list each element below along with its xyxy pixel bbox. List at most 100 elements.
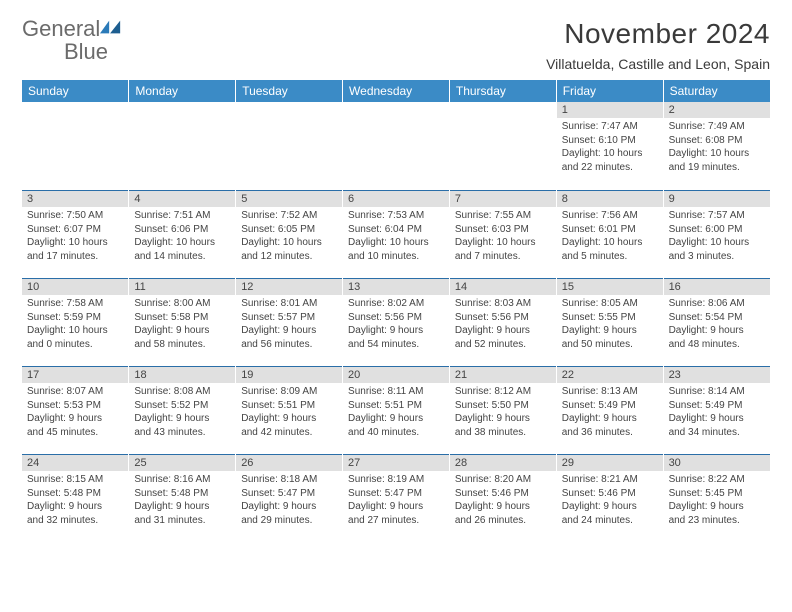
day-info-line: Sunrise: 8:21 AM (562, 473, 658, 487)
calendar-cell: 11Sunrise: 8:00 AMSunset: 5:58 PMDayligh… (129, 278, 236, 366)
calendar-cell: 29Sunrise: 8:21 AMSunset: 5:46 PMDayligh… (556, 454, 663, 542)
day-info-line: Sunset: 5:45 PM (669, 487, 765, 501)
calendar-cell: 16Sunrise: 8:06 AMSunset: 5:54 PMDayligh… (663, 278, 770, 366)
day-info-line: and 38 minutes. (455, 426, 551, 440)
calendar-body: 1Sunrise: 7:47 AMSunset: 6:10 PMDaylight… (22, 102, 770, 542)
day-number: 29 (557, 454, 663, 471)
day-info-line: and 45 minutes. (27, 426, 123, 440)
day-info-line: Sunrise: 8:18 AM (241, 473, 337, 487)
day-info-line: Daylight: 10 hours (27, 236, 123, 250)
day-info: Sunrise: 8:03 AMSunset: 5:56 PMDaylight:… (450, 295, 556, 355)
day-info-line: Sunset: 5:58 PM (134, 311, 230, 325)
day-info-line: Sunset: 6:10 PM (562, 134, 658, 148)
day-info-line: and 58 minutes. (134, 338, 230, 352)
day-info-line: Sunrise: 8:03 AM (455, 297, 551, 311)
day-number: 27 (343, 454, 449, 471)
day-info-line: and 31 minutes. (134, 514, 230, 528)
day-info-line: Daylight: 10 hours (669, 236, 765, 250)
day-info: Sunrise: 7:52 AMSunset: 6:05 PMDaylight:… (236, 207, 342, 267)
day-info-line: Daylight: 9 hours (348, 324, 444, 338)
day-info: Sunrise: 7:49 AMSunset: 6:08 PMDaylight:… (664, 118, 770, 178)
day-info-line: Sunrise: 7:52 AM (241, 209, 337, 223)
calendar-table: SundayMondayTuesdayWednesdayThursdayFrid… (22, 80, 770, 542)
day-info-line: and 34 minutes. (669, 426, 765, 440)
day-info-line: Daylight: 9 hours (455, 412, 551, 426)
calendar-cell: 22Sunrise: 8:13 AMSunset: 5:49 PMDayligh… (556, 366, 663, 454)
day-info-line: Daylight: 10 hours (241, 236, 337, 250)
day-info: Sunrise: 8:13 AMSunset: 5:49 PMDaylight:… (557, 383, 663, 443)
day-info: Sunrise: 7:57 AMSunset: 6:00 PMDaylight:… (664, 207, 770, 267)
day-info-line: and 29 minutes. (241, 514, 337, 528)
day-info-line: and 22 minutes. (562, 161, 658, 175)
day-info-line: and 26 minutes. (455, 514, 551, 528)
day-info-line: and 19 minutes. (669, 161, 765, 175)
calendar-cell: 2Sunrise: 7:49 AMSunset: 6:08 PMDaylight… (663, 102, 770, 190)
day-info-line: Daylight: 9 hours (241, 500, 337, 514)
day-number: 30 (664, 454, 770, 471)
calendar-cell: 13Sunrise: 8:02 AMSunset: 5:56 PMDayligh… (343, 278, 450, 366)
page-title: November 2024 (546, 18, 770, 50)
day-info-line: Daylight: 9 hours (455, 500, 551, 514)
day-info-line: and 40 minutes. (348, 426, 444, 440)
calendar-row: 24Sunrise: 8:15 AMSunset: 5:48 PMDayligh… (22, 454, 770, 542)
calendar-cell: 19Sunrise: 8:09 AMSunset: 5:51 PMDayligh… (236, 366, 343, 454)
calendar-row: 1Sunrise: 7:47 AMSunset: 6:10 PMDaylight… (22, 102, 770, 190)
day-number: 21 (450, 366, 556, 383)
calendar-cell: 25Sunrise: 8:16 AMSunset: 5:48 PMDayligh… (129, 454, 236, 542)
day-info-line: Sunset: 5:49 PM (562, 399, 658, 413)
day-info-line: and 56 minutes. (241, 338, 337, 352)
day-info-line: and 24 minutes. (562, 514, 658, 528)
logo-mark-icon (100, 18, 122, 36)
day-number: 19 (236, 366, 342, 383)
day-info-line: Sunset: 5:51 PM (241, 399, 337, 413)
day-info-line: Daylight: 9 hours (562, 412, 658, 426)
day-info-line: and 42 minutes. (241, 426, 337, 440)
day-info-line: Sunrise: 8:07 AM (27, 385, 123, 399)
calendar-cell: 15Sunrise: 8:05 AMSunset: 5:55 PMDayligh… (556, 278, 663, 366)
calendar-cell: 17Sunrise: 8:07 AMSunset: 5:53 PMDayligh… (22, 366, 129, 454)
day-number: 23 (664, 366, 770, 383)
day-number: 5 (236, 190, 342, 207)
day-info: Sunrise: 8:21 AMSunset: 5:46 PMDaylight:… (557, 471, 663, 531)
day-info-line: and 17 minutes. (27, 250, 123, 264)
day-number: 16 (664, 278, 770, 295)
day-info: Sunrise: 7:53 AMSunset: 6:04 PMDaylight:… (343, 207, 449, 267)
day-info: Sunrise: 8:08 AMSunset: 5:52 PMDaylight:… (129, 383, 235, 443)
day-header: Thursday (449, 80, 556, 102)
day-info-line: and 23 minutes. (669, 514, 765, 528)
day-info: Sunrise: 7:55 AMSunset: 6:03 PMDaylight:… (450, 207, 556, 267)
calendar-cell: 12Sunrise: 8:01 AMSunset: 5:57 PMDayligh… (236, 278, 343, 366)
day-info-line: Sunset: 5:48 PM (134, 487, 230, 501)
day-info-line: Sunrise: 7:50 AM (27, 209, 123, 223)
day-number: 2 (664, 102, 770, 118)
day-info-line: Sunset: 5:52 PM (134, 399, 230, 413)
day-info: Sunrise: 8:09 AMSunset: 5:51 PMDaylight:… (236, 383, 342, 443)
calendar-cell: 23Sunrise: 8:14 AMSunset: 5:49 PMDayligh… (663, 366, 770, 454)
day-number: 7 (450, 190, 556, 207)
day-info-line: and 12 minutes. (241, 250, 337, 264)
calendar-cell: 27Sunrise: 8:19 AMSunset: 5:47 PMDayligh… (343, 454, 450, 542)
title-block: November 2024 Villatuelda, Castille and … (546, 18, 770, 72)
day-info-line: Sunset: 5:56 PM (348, 311, 444, 325)
calendar-row: 17Sunrise: 8:07 AMSunset: 5:53 PMDayligh… (22, 366, 770, 454)
day-info: Sunrise: 7:56 AMSunset: 6:01 PMDaylight:… (557, 207, 663, 267)
day-info-line: Daylight: 10 hours (134, 236, 230, 250)
calendar-cell: 7Sunrise: 7:55 AMSunset: 6:03 PMDaylight… (449, 190, 556, 278)
day-info: Sunrise: 8:05 AMSunset: 5:55 PMDaylight:… (557, 295, 663, 355)
day-number: 12 (236, 278, 342, 295)
day-info-line: and 52 minutes. (455, 338, 551, 352)
day-number: 25 (129, 454, 235, 471)
day-info-line: Sunset: 6:08 PM (669, 134, 765, 148)
day-number: 15 (557, 278, 663, 295)
calendar-cell: 5Sunrise: 7:52 AMSunset: 6:05 PMDaylight… (236, 190, 343, 278)
day-info: Sunrise: 8:11 AMSunset: 5:51 PMDaylight:… (343, 383, 449, 443)
calendar-cell (22, 102, 129, 190)
day-info-line: Daylight: 9 hours (134, 324, 230, 338)
day-info-line: Sunrise: 8:13 AM (562, 385, 658, 399)
day-info-line: and 14 minutes. (134, 250, 230, 264)
day-number: 22 (557, 366, 663, 383)
day-info-line: Sunset: 6:06 PM (134, 223, 230, 237)
day-info-line: Daylight: 10 hours (348, 236, 444, 250)
day-info: Sunrise: 8:19 AMSunset: 5:47 PMDaylight:… (343, 471, 449, 531)
calendar-row: 10Sunrise: 7:58 AMSunset: 5:59 PMDayligh… (22, 278, 770, 366)
